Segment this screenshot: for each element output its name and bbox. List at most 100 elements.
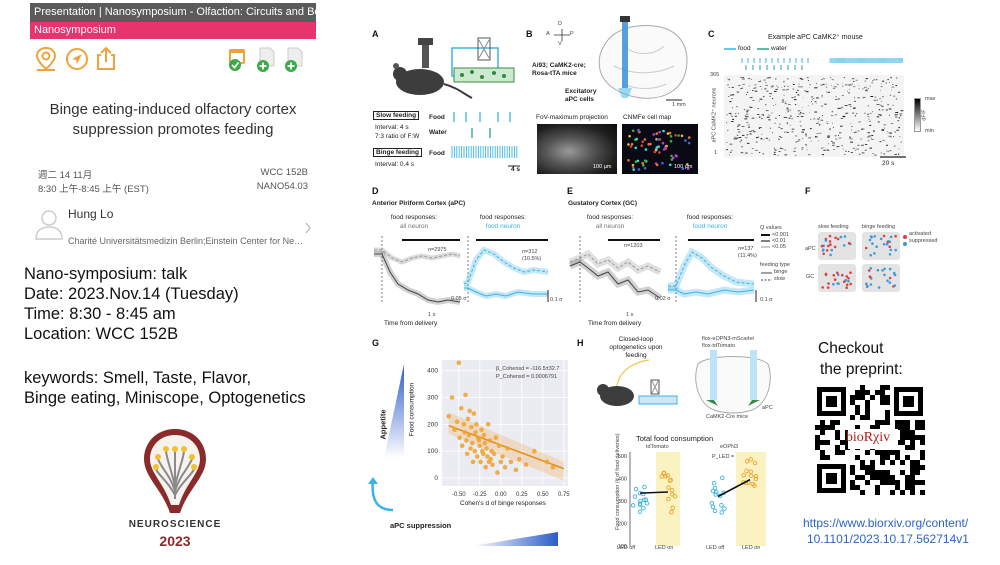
preprint-link[interactable]: https://www.biorxiv.org/content/10.1101/…: [803, 515, 981, 547]
activity-mark: [892, 104, 894, 106]
activity-mark: [872, 130, 875, 132]
qr-module: [885, 455, 890, 460]
activity-mark: [785, 131, 787, 133]
activity-mark: [799, 112, 802, 114]
panel-d-n-right: n=312: [522, 249, 538, 255]
activity-mark: [822, 78, 826, 80]
led-on-point: [666, 496, 671, 502]
activity-mark: [786, 122, 788, 124]
activity-mark: [826, 149, 830, 151]
activity-mark: [765, 104, 767, 106]
feeding-type-binge: binge: [774, 269, 788, 275]
qr-module: [885, 475, 890, 480]
suppressed-neuron: [843, 235, 847, 238]
panel-h-label: H: [577, 338, 584, 348]
activity-mark: [801, 147, 804, 149]
cnmfe-cell: [631, 129, 635, 133]
activity-mark: [741, 126, 745, 127]
activity-mark: [749, 106, 751, 108]
activity-mark: [876, 104, 880, 105]
qr-module: [875, 470, 880, 475]
panel-f-col1: slow feeding: [818, 224, 849, 230]
qr-module: [915, 425, 920, 430]
panel-d-left-title: food responses:: [390, 214, 438, 221]
qr-module: [915, 465, 920, 470]
cnmfe-cell: [672, 156, 675, 160]
activity-mark: [845, 150, 847, 152]
panel-e-right-title: food responses:: [686, 214, 734, 221]
activity-mark: [766, 138, 769, 140]
axis-v: V: [558, 41, 562, 47]
qr-module: [895, 455, 900, 460]
preprint-url-1[interactable]: https://www.biorxiv.org/content/: [803, 516, 969, 530]
scatter-point: [495, 470, 500, 475]
qr-module: [855, 475, 860, 480]
cnmfe-cell: [643, 138, 647, 141]
suppression-label: aPC suppression: [390, 521, 452, 530]
activity-mark: [879, 104, 882, 106]
fov-scale: 100 µm: [593, 164, 612, 170]
activity-mark: [865, 89, 868, 91]
activity-mark: [833, 86, 835, 88]
led-on-point: [670, 505, 675, 511]
activity-mark: [816, 136, 819, 138]
activity-mark: [820, 105, 824, 107]
scatter-point: [463, 392, 468, 398]
activity-mark: [858, 121, 861, 123]
activity-mark: [864, 149, 867, 151]
activity-mark: [734, 136, 736, 138]
panel-d-n-left: n=2975: [428, 247, 447, 253]
activity-mark: [871, 137, 872, 139]
binge-interval: Interval: 0.4 s: [375, 161, 415, 168]
activity-mark: [746, 111, 749, 113]
preprint-url-2[interactable]: 10.1101/2023.10.17.562714v1: [807, 532, 969, 546]
cnmfe-cell: [674, 134, 677, 137]
presenter-name[interactable]: Hung Lo: [68, 207, 114, 221]
activity-mark: [774, 91, 777, 92]
session-date: 週二 14 11月: [38, 170, 93, 181]
activated-neuron: [867, 269, 871, 272]
activity-mark: [802, 129, 805, 131]
navigate-icon[interactable]: [65, 47, 89, 71]
activity-mark: [899, 113, 903, 115]
cnmfe-cell: [629, 145, 633, 148]
activity-mark: [755, 149, 758, 151]
colorbar: [914, 98, 921, 132]
share-icon[interactable]: [95, 45, 117, 71]
activity-mark: [832, 142, 835, 144]
add-document-icon[interactable]: [282, 46, 306, 74]
qr-module: [880, 390, 885, 395]
led-on-point: [744, 468, 749, 474]
activity-mark: [837, 84, 839, 85]
activity-mark: [758, 135, 760, 137]
activity-mark: [766, 90, 769, 92]
activity-mark: [878, 121, 880, 123]
qr-module: [850, 395, 855, 400]
activity-mark: [869, 85, 871, 87]
activity-mark: [778, 115, 781, 116]
activity-mark: [826, 91, 827, 93]
calendar-added-icon[interactable]: [226, 46, 250, 72]
map-pin-icon[interactable]: [34, 46, 58, 72]
food-consumption-chart: 100 200 300 400 500: [618, 452, 766, 548]
activity-mark: [758, 81, 761, 82]
activity-mark: [729, 101, 732, 103]
q-legend-swatches: [761, 234, 770, 248]
scatter-point: [493, 435, 499, 440]
cnmfe-cell: [687, 136, 691, 139]
panel-e-right-sub: food neuron: [692, 223, 728, 230]
water-row-label: Water: [429, 129, 447, 136]
activity-mark: [753, 87, 755, 89]
qr-module: [890, 480, 895, 485]
preprint-qr-code[interactable]: [815, 385, 925, 495]
activity-mark: [870, 147, 872, 149]
scatter-p: P_Cohensd = 0.0006791: [496, 374, 558, 380]
panel-c-ymax: 365: [710, 72, 720, 78]
activity-mark: [897, 114, 898, 116]
panel-d-left-sub: all neuron: [399, 223, 429, 230]
add-note-icon[interactable]: [254, 46, 278, 74]
activity-mark: [777, 138, 780, 140]
activity-mark: [758, 127, 760, 129]
chevron-right-icon[interactable]: [304, 222, 312, 234]
qr-module: [920, 455, 925, 460]
